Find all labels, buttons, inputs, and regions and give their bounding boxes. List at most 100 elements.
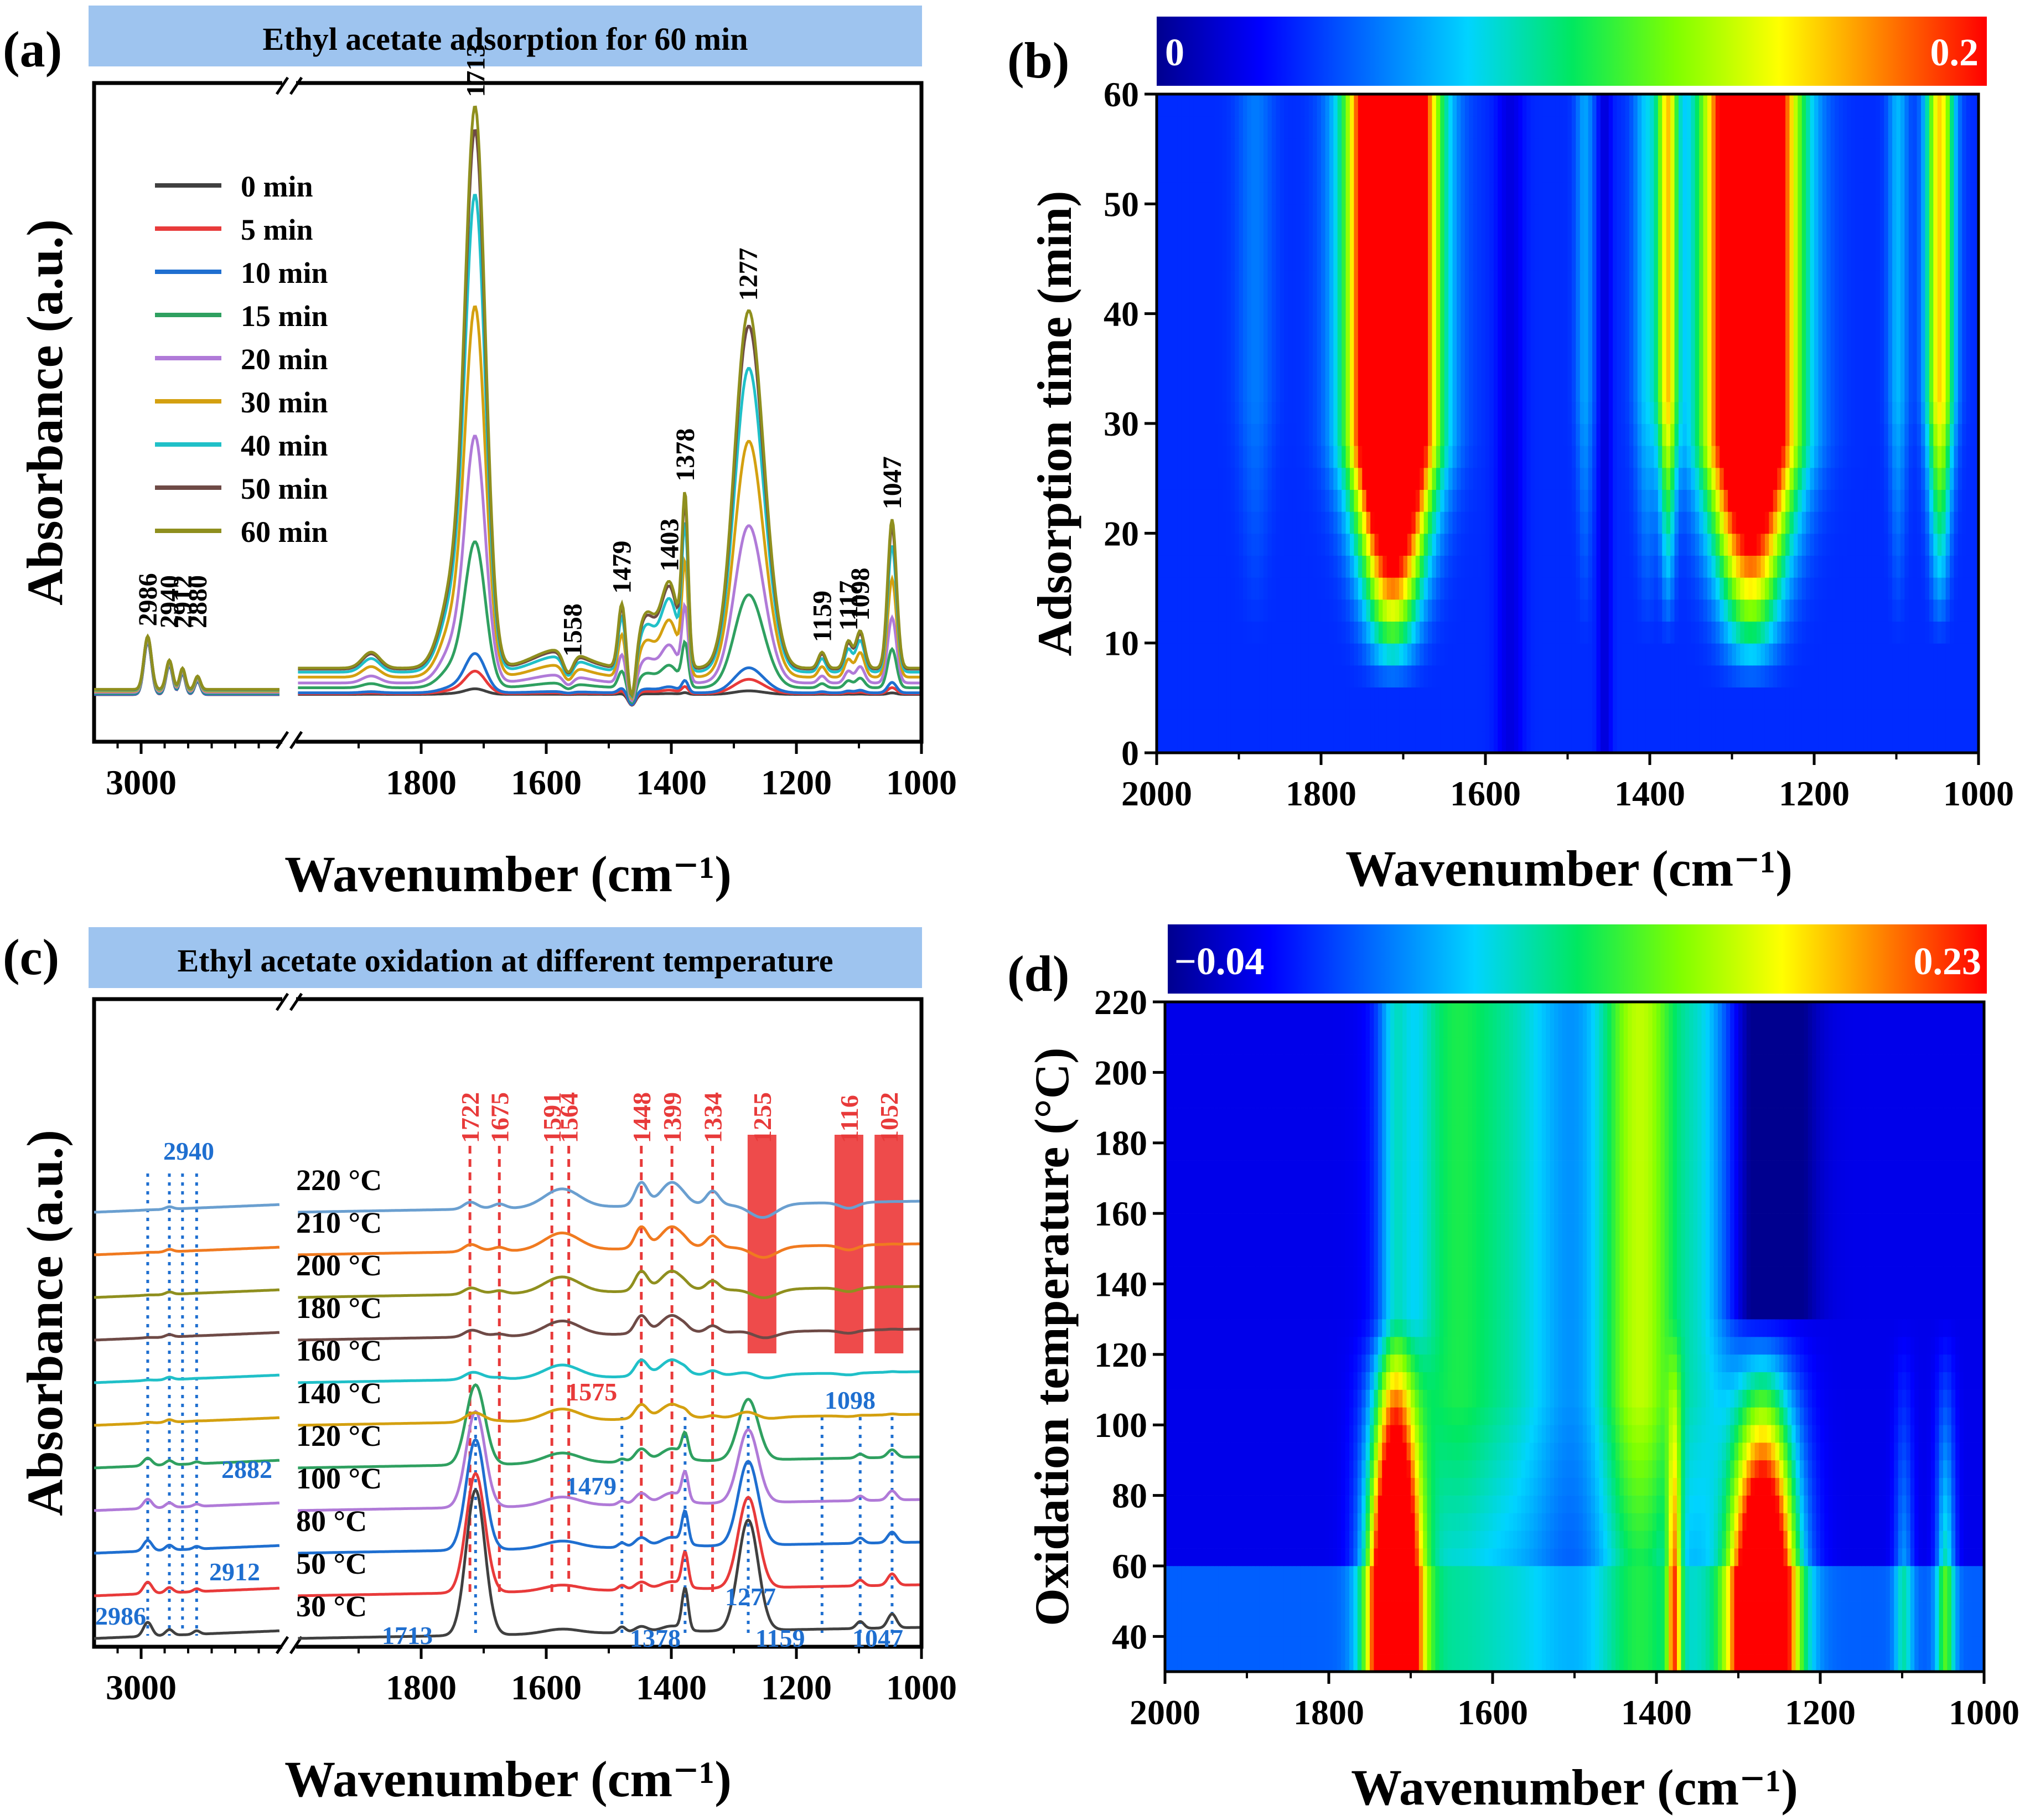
panel-b-heatmap-cell [1514, 204, 1519, 226]
panel-b-heatmap-cell [1440, 599, 1445, 622]
panel-b-heatmap-cell [1518, 599, 1523, 622]
panel-b-heatmap-cell [1501, 555, 1506, 578]
panel-b-heatmap-cell [1473, 226, 1478, 249]
panel-b-heatmap-cell [1908, 292, 1913, 314]
panel-b-heatmap-cell [1259, 467, 1264, 490]
panel-b-heatmap-cell [1904, 467, 1909, 490]
panel-b-heatmap-cell [1345, 445, 1350, 468]
panel-b-heatmap-cell [1917, 358, 1922, 380]
panel-b-heatmap-cell [1193, 335, 1198, 358]
panel-b-heatmap-cell [1284, 577, 1289, 600]
panel-b-heatmap-cell [1164, 445, 1170, 468]
panel-b-heatmap-cell [1420, 445, 1425, 468]
panel-b-heatmap-cell [1189, 292, 1194, 314]
panel-b-heatmap-cell [1181, 292, 1186, 314]
panel-b-heatmap-cell [1313, 445, 1318, 468]
panel-b-heatmap-cell [1777, 731, 1782, 753]
panel-b-heatmap-cell [1645, 665, 1650, 687]
panel-b-heatmap-cell [1785, 621, 1790, 644]
panel-b-heatmap-cell [1193, 643, 1198, 666]
panel-b-heatmap-cell [1567, 445, 1572, 468]
panel-b-heatmap-cell [1222, 445, 1227, 468]
panel-b-heatmap-cell [1703, 270, 1708, 292]
panel-b-heatmap-cell [1962, 313, 1967, 337]
panel-b-heatmap-cell [1580, 358, 1584, 380]
panel-b-heatmap-cell [1308, 467, 1313, 490]
panel-b-heatmap-cell [1888, 247, 1893, 271]
panel-b-heatmap-cell [1801, 665, 1806, 687]
panel-b-heatmap-cell [1247, 401, 1252, 424]
panel-b-heatmap-cell [1613, 621, 1618, 644]
panel-b-heatmap-cell [1773, 270, 1778, 292]
panel-b-heatmap-cell [1600, 511, 1606, 534]
panel-b-heatmap-cell [1267, 445, 1272, 468]
panel-b-heatmap-cell [1284, 709, 1289, 732]
panel-b-heatmap-cell [1810, 467, 1815, 490]
panel-b-heatmap-cell [1354, 687, 1359, 710]
panel-b-heatmap-cell [1161, 511, 1166, 534]
panel-b-heatmap-cell [1395, 489, 1400, 512]
panel-b-heatmap-cell [1514, 445, 1519, 468]
panel-b-heatmap-cell [1308, 621, 1313, 644]
panel-b-heatmap-cell [1798, 379, 1803, 402]
panel-b-heatmap-cell [1317, 313, 1322, 337]
panel-b-heatmap-cell [1691, 335, 1696, 358]
panel-b-heatmap-cell [1793, 379, 1799, 402]
panel-b-heatmap-cell [1855, 467, 1860, 490]
panel-b-heatmap-cell [1169, 687, 1174, 710]
panel-b-heatmap-cell [1793, 423, 1799, 446]
panel-b-heatmap-cell [1662, 379, 1667, 402]
panel-b-heatmap-cell [1358, 511, 1363, 534]
panel-b-heatmap-cell [1235, 379, 1240, 402]
panel-b-heatmap-cell [1851, 335, 1856, 358]
panel-b-heatmap-cell [1288, 533, 1293, 556]
panel-b-heatmap-cell [1222, 643, 1227, 666]
panel-b-heatmap-cell [1580, 313, 1584, 337]
panel-b-heatmap-cell [1732, 731, 1737, 753]
panel-b-heatmap-cell [1871, 226, 1877, 249]
panel-b-heatmap-cell [1650, 599, 1655, 622]
panel-b-heatmap-cell [1773, 445, 1778, 468]
panel-b-heatmap-cell [1941, 467, 1946, 490]
panel-b-heatmap-cell [1235, 665, 1240, 687]
panel-b-heatmap-cell [1444, 555, 1449, 578]
panel-b-heatmap-cell [1896, 379, 1901, 402]
panel-b-heatmap-cell [1477, 226, 1482, 249]
panel-b-heatmap-cell [1830, 335, 1835, 358]
panel-b-heatmap-cell [1510, 643, 1515, 666]
panel-b-heatmap-cell [1193, 379, 1198, 402]
panel-b-heatmap-cell [1629, 709, 1634, 732]
panel-b-heatmap-cell [1181, 379, 1186, 402]
panel-b-heatmap-cell [1810, 335, 1815, 358]
panel-b-heatmap-cell [1259, 577, 1264, 600]
panel-b-heatmap-cell [1242, 511, 1248, 534]
panel-b-heatmap-cell [1522, 313, 1527, 337]
panel-b-heatmap-cell [1666, 687, 1671, 710]
panel-b-heatmap-cell [1892, 292, 1897, 314]
panel-b-heatmap-cell [1740, 401, 1745, 424]
panel-b-heatmap-cell [1851, 358, 1856, 380]
panel-b-heatmap-cell [1921, 709, 1926, 732]
panel-b-heatmap-cell [1526, 379, 1531, 402]
panel-b-heatmap-cell [1428, 313, 1433, 337]
panel-b-heatmap-cell [1218, 204, 1223, 226]
panel-b-heatmap-cell [1888, 621, 1893, 644]
panel-b-heatmap-cell [1789, 270, 1794, 292]
panel-b-heatmap [1157, 94, 1979, 753]
panel-b-heatmap-cell [1452, 577, 1457, 600]
panel-b-heatmap-cell [1588, 533, 1593, 556]
panel-b-heatmap-cell [1921, 533, 1926, 556]
panel-b-heatmap-cell [1884, 489, 1889, 512]
panel-b-heatmap-cell [1415, 731, 1420, 753]
panel-b-heatmap-cell [1748, 687, 1753, 710]
panel-b-heatmap-cell [1571, 533, 1577, 556]
panel-b-heatmap-cell [1452, 379, 1457, 402]
panel-b-heatmap-cell [1888, 665, 1893, 687]
panel-b-heatmap-cell [1464, 489, 1470, 512]
panel-b-heatmap-cell [1189, 401, 1194, 424]
panel-b-heatmap-cell [1617, 533, 1622, 556]
panel-b-heatmap-cell [1222, 292, 1227, 314]
panel-b-heatmap-cell [1781, 292, 1786, 314]
panel-b-heatmap-cell [1720, 226, 1725, 249]
panel-b-heatmap-cell [1814, 709, 1819, 732]
